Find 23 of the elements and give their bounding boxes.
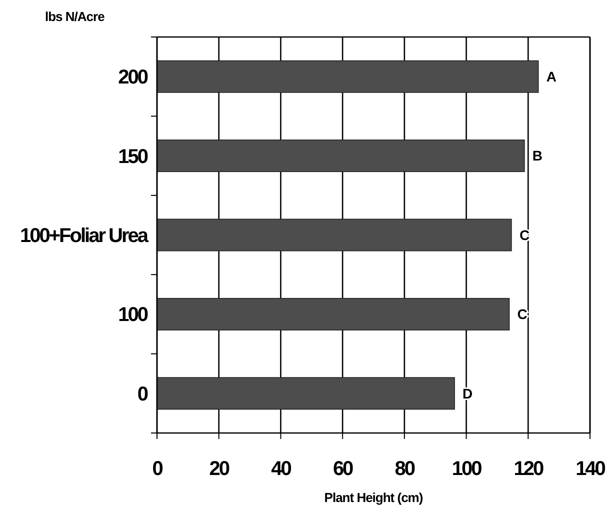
y-tick-label: 0: [137, 383, 148, 406]
y-axis-title: lbs N/Acre: [45, 9, 105, 24]
x-tick-label: 20: [209, 458, 230, 480]
bar: [156, 298, 510, 330]
x-axis-title: Plant Height (cm): [324, 490, 423, 505]
x-tick-label: 40: [271, 458, 292, 480]
x-tick-label: 140: [576, 458, 606, 480]
bar: [156, 60, 539, 93]
annotation: B: [532, 148, 543, 164]
bar: [156, 218, 512, 252]
y-tick-label: 100+Foliar Urea: [20, 225, 150, 247]
bar: [156, 377, 455, 410]
y-tick-label: 150: [118, 146, 148, 168]
annotation: C: [517, 306, 528, 322]
x-tick-label: 100: [452, 458, 482, 480]
y-tick-label: 200: [118, 66, 148, 89]
y-tick-label: 100: [118, 304, 148, 326]
x-tick-label: 60: [332, 458, 354, 480]
x-tick-label: 80: [394, 458, 416, 480]
x-tick-label: 0: [152, 458, 164, 480]
x-tick-label: 120: [514, 458, 544, 480]
bar: [156, 140, 525, 172]
annotation: A: [546, 68, 556, 84]
